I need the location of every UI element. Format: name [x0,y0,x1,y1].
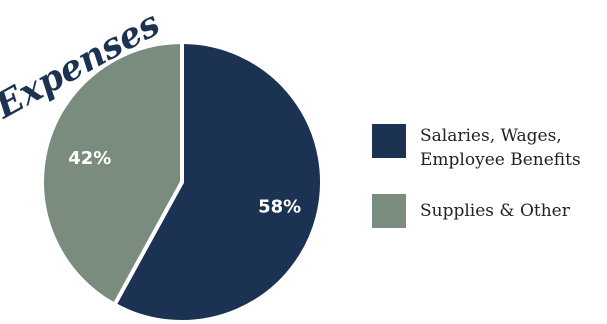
pie-slice-label-supplies: 42% [68,148,111,169]
legend-item-supplies: Supplies & Other [372,194,602,228]
legend-swatch-supplies [372,194,406,228]
pie-slice-salaries [112,40,324,324]
legend-label-salaries: Salaries, Wages, Employee Benefits [420,126,581,170]
pie-slice-label-salaries: 58% [258,197,301,218]
pie-slice-labels: 58% 42% [68,148,301,218]
pie-slices [40,40,324,324]
pie-slice-supplies [40,40,184,307]
legend-label-supplies: Supplies & Other [420,201,570,221]
legend-item-salaries: Salaries, Wages, Employee Benefits [372,124,602,172]
legend: Salaries, Wages, Employee Benefits Suppl… [372,124,602,250]
legend-swatch-salaries [372,124,406,158]
